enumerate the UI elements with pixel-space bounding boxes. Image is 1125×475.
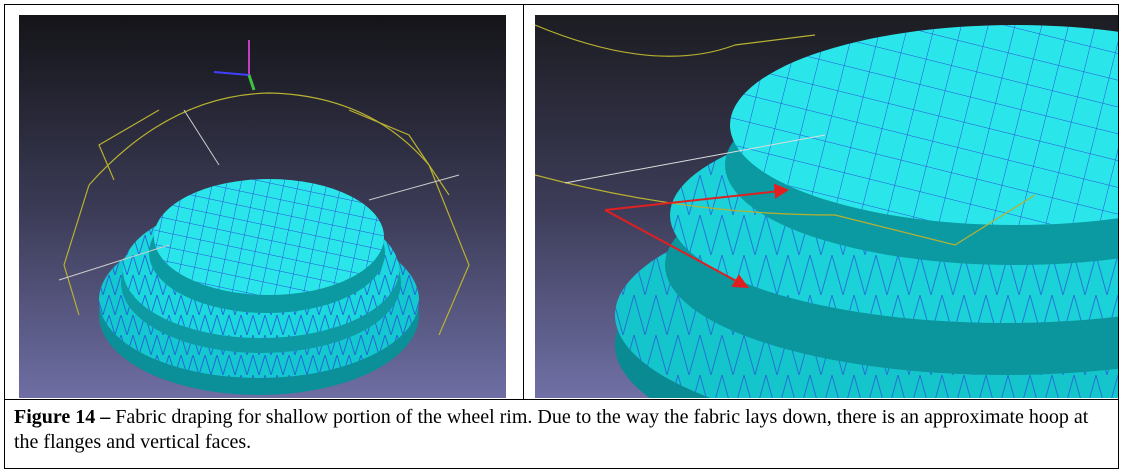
- figure-frame: Figure 14 – Fabric draping for shallow p…: [4, 4, 1119, 469]
- caption-text: Fabric draping for shallow portion of th…: [14, 406, 1088, 453]
- caption-label: Figure 14 –: [14, 406, 110, 428]
- divider: [5, 399, 1118, 400]
- drape-overview-image: [19, 15, 506, 398]
- divider: [523, 5, 524, 399]
- drape-closeup-image: [535, 15, 1118, 398]
- figure-caption: Figure 14 – Fabric draping for shallow p…: [14, 405, 1114, 455]
- page: {"figure": {"label": "Figure 14 –", "tex…: [0, 0, 1125, 475]
